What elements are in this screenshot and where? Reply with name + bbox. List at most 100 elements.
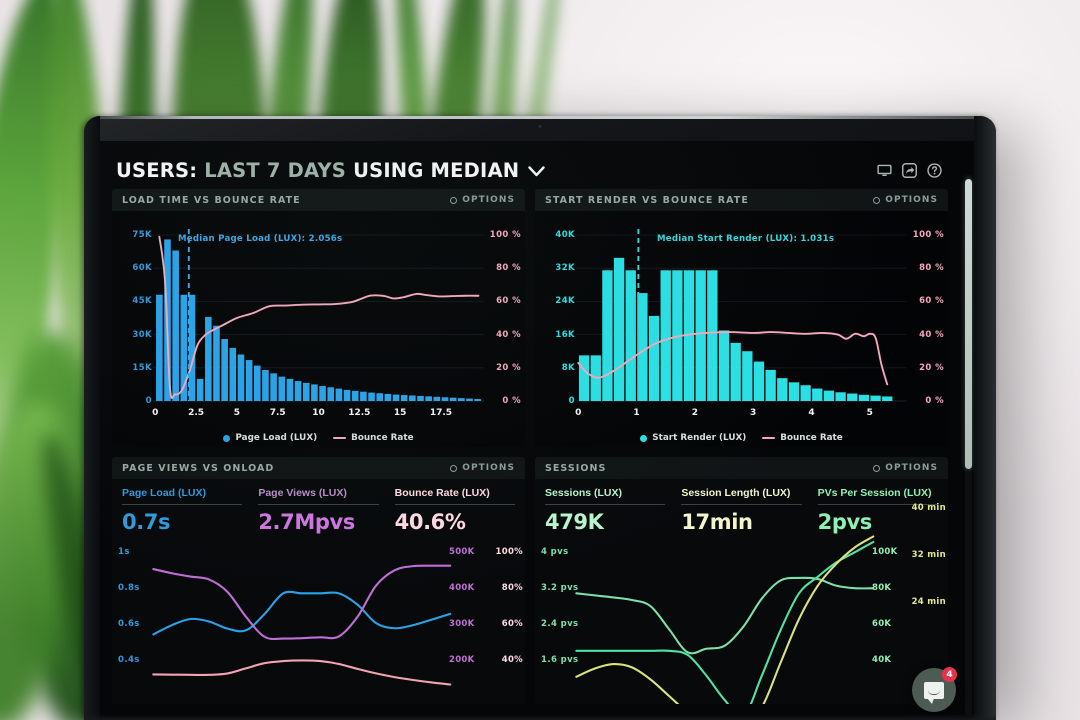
bar (718, 330, 730, 401)
bar (458, 398, 465, 401)
metric-bounce-rate[interactable]: Bounce Rate (LUX) 40.6% (394, 487, 515, 534)
metric-pvs-per-session[interactable]: PVs Per Session (LUX) 2pvs (817, 487, 938, 534)
webcam-icon (538, 125, 542, 128)
options-button[interactable]: OPTIONS (450, 195, 515, 205)
bar (660, 270, 671, 401)
metric-value: 0.7s (122, 510, 171, 534)
axis-tick-label: 100 % (912, 230, 944, 240)
metric-divider (681, 504, 802, 505)
axis-tick-label: 0 (152, 408, 159, 418)
panel-title: START RENDER VS BOUNCE RATE (545, 194, 749, 206)
axis-tick-label: 60K (132, 263, 152, 274)
axis-tick-label: 12.5 (348, 408, 371, 418)
bar (302, 382, 310, 401)
gear-icon (873, 464, 881, 472)
legend-label: Start Render (LUX) (652, 433, 747, 443)
chart-canvas-load-time (153, 229, 484, 402)
axis-tick-label: 40% (501, 655, 523, 666)
axis-tick-label: 1.6 pvs (541, 655, 579, 666)
panel-page-views-vs-onload: PAGE VIEWS VS ONLOAD OPTIONS Page Load (… (112, 457, 525, 704)
bar (613, 257, 625, 401)
y-axis-left: 0.4s 0.6s 0.8s 1s (114, 534, 154, 704)
metric-value: 40.6% (394, 510, 466, 534)
bar (376, 393, 384, 401)
chart-canvas-start-render (576, 229, 907, 402)
axis-tick-label: 3 (750, 408, 757, 418)
metric-sessions[interactable]: Sessions (LUX) 479K (545, 487, 666, 534)
bar (205, 316, 212, 401)
monitor-icon[interactable] (877, 163, 892, 178)
app-topbar: USERS: LAST 7 DAYS USING MEDIAN (112, 151, 962, 189)
axis-tick-label: 40K (872, 655, 892, 666)
axis-tick-label: 2 (691, 408, 698, 418)
bar (417, 395, 424, 401)
bounce-rate-line (577, 331, 889, 386)
options-button[interactable]: OPTIONS (873, 195, 938, 205)
metric-session-length[interactable]: Session Length (LUX) 17min (681, 487, 802, 534)
bar (294, 381, 302, 401)
metric-divider (545, 504, 666, 505)
dashboard-app: USERS: LAST 7 DAYS USING MEDIAN (100, 141, 974, 720)
chat-launcher-button[interactable]: 4 (912, 667, 957, 712)
gear-icon (873, 196, 881, 204)
chevron-down-icon[interactable] (528, 159, 546, 182)
options-button[interactable]: OPTIONS (873, 463, 938, 473)
axis-tick-label: 100K (872, 547, 898, 558)
axis-tick-label: 500K (449, 547, 475, 558)
axis-tick-label: 16K (555, 329, 575, 340)
axis-tick-label: 20 % (496, 362, 521, 373)
legend-item-bounce-rate[interactable]: Bounce Rate (333, 433, 414, 443)
bar (578, 355, 590, 401)
axis-tick-label: 80 % (496, 263, 521, 274)
axis-tick-label: 40 % (919, 329, 944, 340)
bezel-right (974, 116, 996, 720)
axis-tick-label: 100% (495, 547, 523, 558)
bar (858, 394, 870, 401)
bar (392, 394, 400, 401)
help-icon[interactable] (927, 162, 942, 178)
bar (229, 347, 237, 401)
metric-page-load[interactable]: Page Load (LUX) 0.7s (122, 487, 243, 534)
bar (800, 385, 811, 401)
axis-tick-label: 24 min (911, 597, 946, 608)
bar (602, 270, 613, 401)
legend-item-start-render[interactable]: Start Render (LUX) (640, 433, 746, 443)
legend-item-page-load[interactable]: Page Load (LUX) (223, 433, 317, 443)
axis-tick-label: 0.6s (118, 619, 140, 630)
chart-canvas-sessions (575, 535, 875, 704)
y-axis-left: 1.6 pvs 2.4 pvs 3.2 pvs 4 pvs (537, 534, 578, 704)
gear-icon (450, 196, 458, 204)
bezel-highlight (84, 116, 996, 119)
panel-title: LOAD TIME VS BOUNCE RATE (122, 194, 301, 206)
metric-label: Sessions (LUX) (545, 487, 623, 499)
scrollbar-track[interactable] (965, 175, 972, 716)
metric-value: 17min (681, 510, 753, 534)
metric-value: 2.7Mpvs (258, 510, 355, 534)
metric-label: Session Length (LUX) (681, 487, 791, 499)
share-icon[interactable] (902, 162, 917, 178)
metric-label: Bounce Rate (LUX) (394, 487, 490, 499)
legend-item-bounce-rate[interactable]: Bounce Rate (762, 433, 843, 443)
axis-tick-label: 0 (145, 396, 152, 406)
bar (196, 378, 204, 401)
axis-tick-label: 1s (118, 547, 130, 558)
options-button[interactable]: OPTIONS (450, 463, 515, 473)
bar (695, 270, 706, 401)
axis-tick-label: 45K (132, 296, 152, 307)
y-axis-right: 0 % 20 % 40 % 60 % 80 % 100 % (906, 211, 946, 447)
bounce-rate-line (158, 235, 480, 399)
page-title-metric: MEDIAN (430, 158, 520, 182)
series-line (575, 535, 875, 704)
axis-tick-label: 0 (575, 408, 582, 418)
bar (788, 382, 800, 401)
y-axis-right: 0 % 20 % 40 % 60 % 80 % 100 % (483, 211, 523, 447)
metric-page-views[interactable]: Page Views (LUX) 2.7Mpvs (258, 487, 379, 534)
topbar-icon-group (877, 162, 958, 178)
bar (286, 378, 294, 401)
bar (742, 351, 753, 401)
bar (449, 397, 457, 401)
scrollbar-thumb[interactable] (965, 179, 972, 469)
axis-tick-label: 20 % (919, 362, 944, 373)
axis-tick-label: 60% (501, 619, 523, 630)
page-title[interactable]: USERS: LAST 7 DAYS USING MEDIAN (116, 158, 546, 182)
